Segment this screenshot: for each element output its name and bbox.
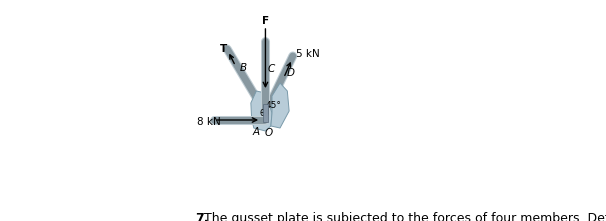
Text: 45°: 45° <box>265 101 281 109</box>
Text: T: T <box>219 44 227 54</box>
Text: The gusset plate is subjected to the forces of four members. Determine the force: The gusset plate is subjected to the for… <box>204 212 606 221</box>
Polygon shape <box>251 91 272 131</box>
Text: 5 kN: 5 kN <box>296 49 320 59</box>
Text: D: D <box>287 68 295 78</box>
Text: θ: θ <box>260 109 265 118</box>
Text: B: B <box>239 63 247 73</box>
Text: F: F <box>262 16 269 26</box>
Text: O: O <box>265 128 273 138</box>
Text: A: A <box>253 127 260 137</box>
Text: C: C <box>268 64 275 74</box>
Text: 7.: 7. <box>195 212 209 221</box>
Text: 8 kN: 8 kN <box>197 117 221 127</box>
FancyBboxPatch shape <box>262 104 268 122</box>
Polygon shape <box>271 83 289 128</box>
